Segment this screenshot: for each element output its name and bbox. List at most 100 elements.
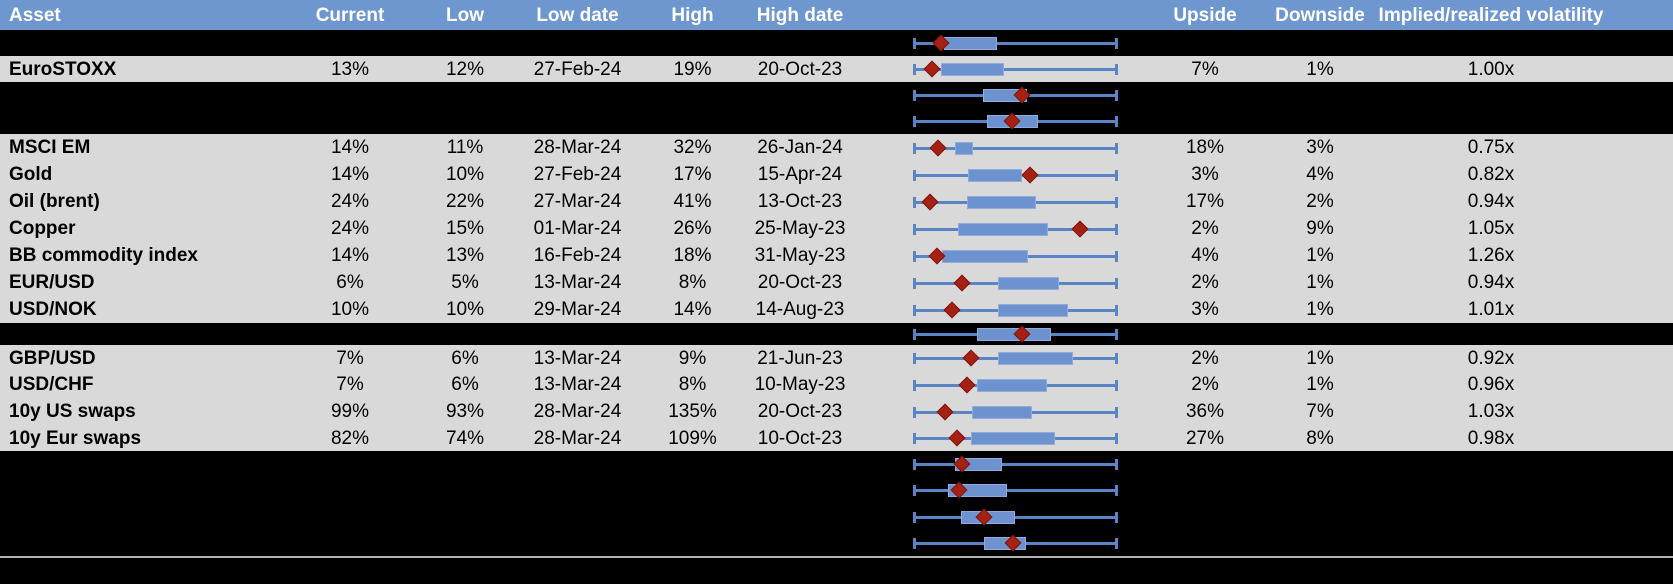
cell-current (280, 451, 420, 477)
cell-implied-realized: 0.92x (1467, 347, 1515, 369)
cell-low: 74% (445, 427, 485, 449)
whisker-cap-right (1115, 329, 1118, 340)
cell-implied-realized: 0.96x (1467, 374, 1515, 395)
cell-implied-realized (1365, 477, 1617, 503)
cell-upside: 7% (1191, 58, 1219, 80)
cell-high-date (740, 30, 860, 56)
table-row: Oil (brent) 24% 22% 27-Mar-24 41% 13-Oct-23 17… (0, 188, 1673, 215)
whisker-cap-right (1115, 196, 1118, 208)
asset-name (0, 323, 280, 345)
table-row: GBP/USD 7% 6% 13-Mar-24 9% 21-Jun-23 2% 1% 0.92x (0, 345, 1673, 371)
range-box (972, 405, 1032, 419)
whisker-cap-left (913, 223, 916, 235)
cell-downside: 1% (1306, 299, 1334, 320)
whisker-cap-left (913, 433, 916, 444)
col-header-upside: Upside (1173, 4, 1237, 26)
cell-high-date: 14-Aug-23 (755, 299, 845, 320)
whisker-cap-left (913, 353, 916, 364)
current-level-diamond-marker (948, 429, 966, 447)
range-boxplot (913, 451, 1118, 477)
cell-filler (1617, 108, 1673, 134)
hidden-row (0, 503, 1673, 530)
range-boxplot (913, 56, 1118, 82)
whisker-cap-left (913, 64, 916, 75)
range-boxplot (913, 398, 1118, 425)
cell-low (420, 30, 510, 56)
cell-high-date (740, 451, 860, 477)
cell-high-date: 26-Jan-24 (757, 137, 843, 158)
cell-implied-realized: 1.01x (1467, 299, 1515, 320)
cell-filler (1617, 30, 1673, 56)
cell-high-date: 31-May-23 (754, 245, 846, 266)
cell-current: 13% (330, 58, 370, 80)
cell-upside: 17% (1185, 191, 1225, 212)
cell-range-plot (860, 56, 1135, 82)
cell-implied-realized: 0.94x (1467, 191, 1515, 212)
cell-high-date: 25-May-23 (754, 218, 846, 239)
cell-upside: 3% (1191, 164, 1219, 185)
cell-implied-realized: 0.98x (1467, 427, 1515, 449)
cell-high (645, 323, 740, 345)
table-row: USD/NOK 10% 10% 29-Mar-24 14% 14-Aug-23 3% 1% 1.… (0, 296, 1673, 323)
cell-implied-realized: 1.00x (1467, 58, 1515, 80)
hidden-row (0, 530, 1673, 556)
cell-low-date (510, 108, 645, 134)
cell-filler (1617, 161, 1673, 188)
cell-low: 6% (451, 347, 479, 369)
whisker-cap-right (1115, 90, 1118, 101)
cell-filler (1617, 371, 1673, 398)
cell-low-date: 13-Mar-24 (533, 374, 622, 395)
cell-low-date (510, 530, 645, 556)
cell-current: 6% (336, 272, 364, 293)
cell-implied-realized: 1.03x (1467, 401, 1515, 422)
cell-filler (1617, 242, 1673, 269)
cell-downside: 3% (1306, 137, 1334, 158)
hidden-row (0, 477, 1673, 503)
whisker-cap-right (1115, 169, 1118, 181)
cell-implied-realized (1365, 30, 1617, 56)
cell-low-date: 27-Feb-24 (533, 164, 622, 185)
cell-implied-realized (1365, 451, 1617, 477)
asset-name: EUR/USD (9, 272, 95, 293)
cell-implied-realized: 1.26x (1467, 245, 1515, 266)
cell-current (280, 530, 420, 556)
cell-current: 82% (330, 427, 370, 449)
cell-filler (1617, 477, 1673, 503)
whisker-cap-right (1115, 223, 1118, 235)
current-level-diamond-marker (962, 349, 980, 367)
whisker-line (913, 42, 1118, 45)
table-row: EuroSTOXX 13% 12% 27-Feb-24 19% 20-Oct-23 7% 1%… (0, 56, 1673, 82)
cell-high: 9% (678, 347, 707, 369)
table-row: USD/CHF 7% 6% 13-Mar-24 8% 10-May-23 2% 1% 0.96x (0, 371, 1673, 398)
cell-downside (1275, 108, 1365, 134)
table-row: Gold 14% 10% 27-Feb-24 17% 15-Apr-24 3% 4% 0.82x (0, 161, 1673, 188)
cell-range-plot (860, 425, 1135, 451)
cell-downside: 9% (1306, 218, 1334, 239)
range-box (968, 168, 1022, 182)
current-level-diamond-marker (923, 60, 941, 78)
cell-current: 14% (330, 164, 370, 185)
cell-filler (1617, 398, 1673, 425)
cell-implied-realized: 0.75x (1467, 137, 1515, 158)
col-header-low-date: Low date (536, 4, 619, 26)
whisker-cap-right (1115, 459, 1118, 470)
range-boxplot (913, 161, 1118, 188)
cell-implied-realized (1365, 108, 1617, 134)
table-row: BB commodity index 14% 13% 16-Feb-24 18% 31-M… (0, 242, 1673, 269)
cell-range-plot (860, 108, 1135, 134)
cell-downside (1275, 323, 1365, 345)
col-header-high: High (671, 4, 714, 26)
cell-current: 14% (330, 137, 370, 158)
cell-low (420, 503, 510, 530)
asset-name: EuroSTOXX (9, 58, 117, 80)
cell-downside (1275, 477, 1365, 503)
cell-upside (1135, 503, 1275, 530)
cell-downside: 7% (1306, 401, 1334, 422)
current-level-diamond-marker (958, 376, 976, 393)
current-level-diamond-marker (936, 403, 954, 420)
range-boxplot (913, 269, 1118, 296)
cell-current: 7% (336, 374, 364, 395)
cell-low (420, 451, 510, 477)
table-row: MSCI EM 14% 11% 28-Mar-24 32% 26-Jan-24 18% 3% 0… (0, 134, 1673, 161)
cell-range-plot (860, 398, 1135, 425)
